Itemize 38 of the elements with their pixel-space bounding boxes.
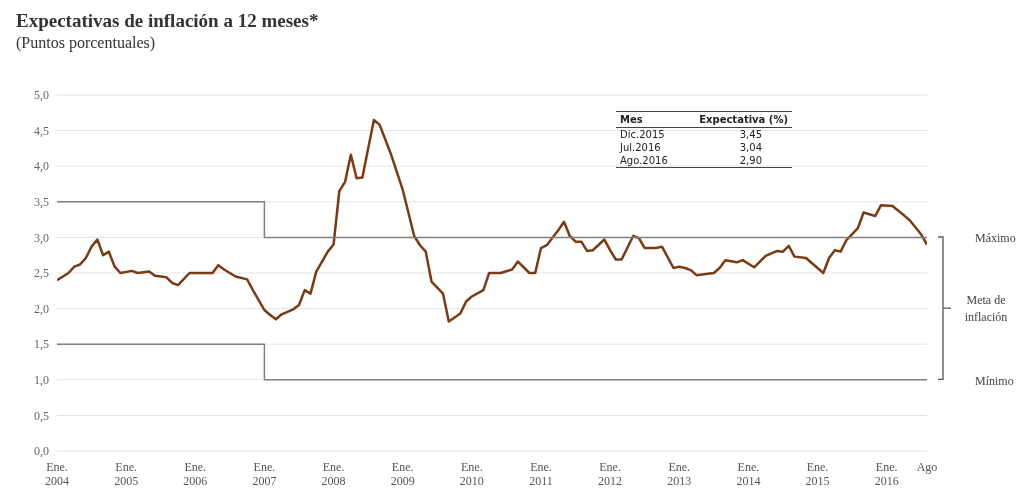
chart-title: Expectativas de inflación a 12 meses* — [16, 10, 319, 32]
x-tick-label: Ene. 2010 — [459, 460, 484, 488]
text: Máximo — [975, 231, 1016, 246]
x-tick-label: Ene. 2011 — [529, 460, 553, 488]
text: Meta de inflación — [963, 291, 1009, 326]
x-tick-label: Ene. 2009 — [390, 460, 415, 488]
y-tick-label: 2,0 — [34, 301, 49, 316]
annotation: Expectativa (%) — [698, 113, 789, 127]
annotation: Dic.2015 — [619, 128, 666, 141]
x-tick-label: Ene. 2008 — [321, 460, 346, 488]
x-tick-label: Ene. 2016 — [874, 460, 899, 488]
annotation: Mes — [619, 113, 644, 127]
x-tick-label: Ene. 2012 — [598, 460, 623, 488]
x-tick-label: Ene. 2004 — [45, 460, 69, 488]
y-tick-label: 0,5 — [34, 408, 49, 423]
x-tick-label: Ene. 2013 — [667, 460, 692, 488]
y-tick-label: 1,5 — [34, 337, 49, 352]
annotation: Ago.2016 — [619, 154, 669, 168]
y-tick-label: 4,5 — [34, 123, 49, 138]
chart-subtitle: (Puntos porcentuales) — [16, 34, 156, 52]
annotation: 3,45 — [738, 128, 763, 141]
text: Mínimo — [975, 373, 1014, 388]
y-tick-label: 2,5 — [34, 266, 49, 281]
x-tick-label: Ago — [916, 460, 938, 474]
y-tick-label: 3,5 — [34, 195, 49, 210]
x-tick-label: Ene. 2014 — [736, 460, 761, 488]
y-tick-label: 0,0 — [34, 444, 49, 459]
y-tick-label: 4,0 — [34, 159, 49, 174]
annotation: 3,04 — [738, 141, 763, 154]
y-tick-label: 3,0 — [34, 230, 49, 245]
y-tick-label: 1,0 — [34, 373, 49, 388]
y-tick-label: 5,0 — [34, 88, 49, 103]
annotation: Jul.2016 — [618, 141, 662, 154]
x-tick-label: Ene. 2007 — [252, 460, 277, 488]
x-tick-label: Ene. 2005 — [114, 460, 139, 488]
x-tick-label: Ene. 2006 — [183, 460, 208, 488]
x-tick-label: Ene. 2015 — [805, 460, 830, 488]
annotation: 2,90 — [738, 154, 763, 168]
